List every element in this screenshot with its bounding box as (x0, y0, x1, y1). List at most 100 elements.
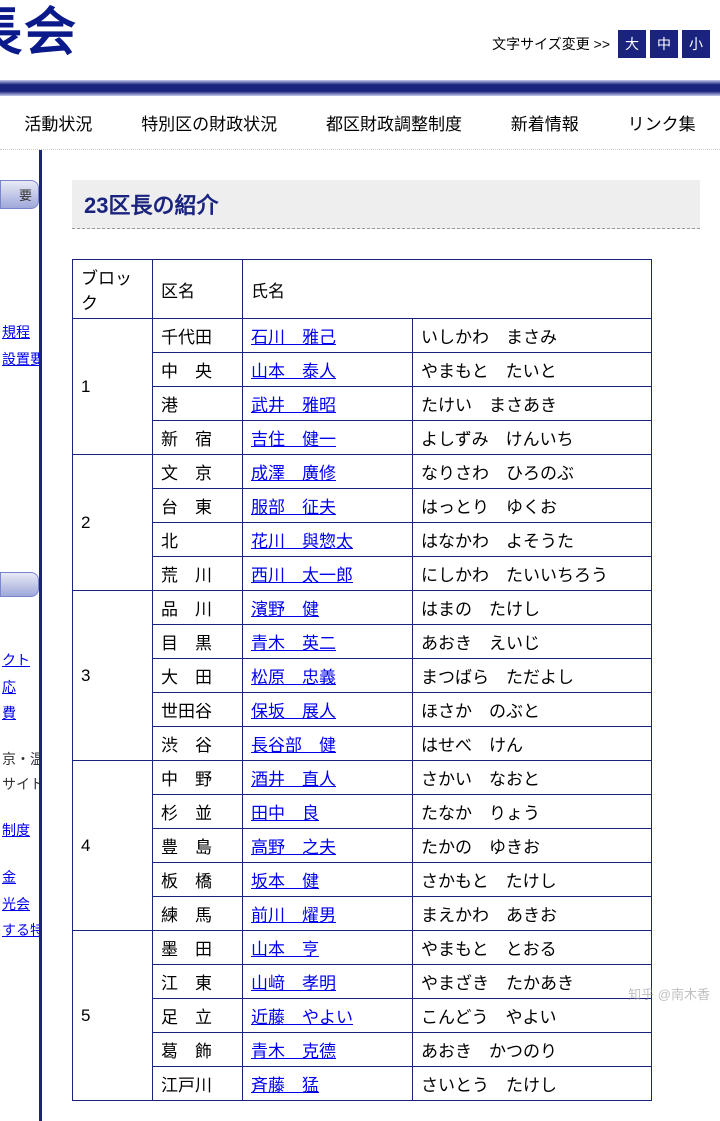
sidebar-text: 京・温 (2, 747, 39, 772)
mayor-name-link[interactable]: 石川 雅己 (251, 328, 336, 347)
ward-cell: 江 東 (153, 965, 243, 999)
sidebar-links-group-4: 金 光会 する特別 (0, 864, 39, 944)
mayor-name-link[interactable]: 近藤 やよい (251, 1008, 353, 1027)
reading-cell: やまざき たかあき (413, 965, 652, 999)
mayor-name-link[interactable]: 田中 良 (251, 804, 319, 823)
table-row: 港武井 雅昭たけい まさあき (73, 387, 652, 421)
nav-item-news[interactable]: 新着情報 (511, 110, 579, 135)
mayor-name-link[interactable]: 吉住 健一 (251, 430, 336, 449)
name-cell: 保坂 展人 (243, 693, 413, 727)
ward-cell: 豊 島 (153, 829, 243, 863)
mayor-name-link[interactable]: 服部 征夫 (251, 498, 336, 517)
nav-item-activity[interactable]: 活動状況 (24, 110, 92, 135)
block-number-cell: 2 (73, 455, 153, 591)
nav-item-links[interactable]: リンク集 (628, 110, 696, 135)
ward-cell: 渋 谷 (153, 727, 243, 761)
mayor-name-link[interactable]: 成澤 廣修 (251, 464, 336, 483)
ward-cell: 北 (153, 523, 243, 557)
ward-cell: 新 宿 (153, 421, 243, 455)
mayor-name-link[interactable]: 西川 太一郎 (251, 566, 353, 585)
name-cell: 坂本 健 (243, 863, 413, 897)
ward-cell: 千代田 (153, 319, 243, 353)
sidebar-link[interactable]: 応 (2, 674, 39, 701)
ward-cell: 中 央 (153, 353, 243, 387)
reading-cell: たなか りょう (413, 795, 652, 829)
sidebar-text: サイト (2, 772, 39, 797)
table-row: 足 立近藤 やよいこんどう やよい (73, 999, 652, 1033)
mayor-name-link[interactable]: 斉藤 猛 (251, 1076, 319, 1095)
reading-cell: はなかわ よそうた (413, 523, 652, 557)
font-size-label: 文字サイズ変更 >> (492, 34, 610, 54)
reading-cell: いしかわ まさみ (413, 319, 652, 353)
reading-cell: はっとり ゆくお (413, 489, 652, 523)
mayor-name-link[interactable]: 青木 克德 (251, 1042, 336, 1061)
name-cell: 青木 英二 (243, 625, 413, 659)
mayor-name-link[interactable]: 保坂 展人 (251, 702, 336, 721)
sidebar-link[interactable]: 規程 (2, 319, 39, 346)
sidebar-link[interactable]: 費 (2, 700, 39, 727)
ward-cell: 台 東 (153, 489, 243, 523)
mayor-name-link[interactable]: 山本 亨 (251, 940, 319, 959)
mayor-name-link[interactable]: 花川 與惣太 (251, 532, 353, 551)
sidebar-link[interactable]: 設置要綱 (2, 346, 39, 373)
sidebar-tab-overview[interactable]: 要 (0, 180, 39, 209)
sidebar-link[interactable]: 光会 (2, 891, 39, 918)
font-size-medium-button[interactable]: 中 (650, 30, 678, 58)
name-cell: 吉住 健一 (243, 421, 413, 455)
sidebar-link[interactable]: 制度 (2, 817, 39, 844)
ward-cell: 中 野 (153, 761, 243, 795)
reading-cell: やまもと とおる (413, 931, 652, 965)
name-cell: 石川 雅己 (243, 319, 413, 353)
mayor-name-link[interactable]: 山﨑 孝明 (251, 974, 336, 993)
table-row: 4中 野酒井 直人さかい なおと (73, 761, 652, 795)
name-cell: 山本 泰人 (243, 353, 413, 387)
ward-cell: 杉 並 (153, 795, 243, 829)
mayor-name-link[interactable]: 高野 之夫 (251, 838, 336, 857)
page-title: 23区長の紹介 (72, 180, 700, 229)
sidebar-link[interactable]: クト (2, 647, 39, 674)
header-name: 氏名 (243, 260, 652, 319)
block-number-cell: 3 (73, 591, 153, 761)
nav-bar: 活動状況 特別区の財政状況 都区財政調整制度 新着情報 リンク集 (0, 96, 720, 150)
name-cell: 長谷部 健 (243, 727, 413, 761)
sidebar-tab-2[interactable] (0, 572, 39, 597)
ward-cell: 品 川 (153, 591, 243, 625)
ward-cell: 目 黒 (153, 625, 243, 659)
reading-cell: あおき かつのり (413, 1033, 652, 1067)
table-row: 渋 谷長谷部 健はせべ けん (73, 727, 652, 761)
name-cell: 山﨑 孝明 (243, 965, 413, 999)
table-row: 杉 並田中 良 たなか りょう (73, 795, 652, 829)
reading-cell: ほさか のぶと (413, 693, 652, 727)
mayors-table: ブロック 区名 氏名 1千代田石川 雅己いしかわ まさみ中 央山本 泰人やまもと… (72, 259, 652, 1101)
mayor-name-link[interactable]: 山本 泰人 (251, 362, 336, 381)
nav-item-adjustment[interactable]: 都区財政調整制度 (326, 110, 462, 135)
sidebar-link[interactable]: 金 (2, 864, 39, 891)
mayor-name-link[interactable]: 青木 英二 (251, 634, 336, 653)
reading-cell: あおき えいじ (413, 625, 652, 659)
mayor-name-link[interactable]: 坂本 健 (251, 872, 319, 891)
mayor-name-link[interactable]: 酒井 直人 (251, 770, 336, 789)
table-row: 練 馬前川 燿男まえかわ あきお (73, 897, 652, 931)
font-size-controls: 文字サイズ変更 >> 大 中 小 (492, 30, 710, 58)
mayor-name-link[interactable]: 濱野 健 (251, 600, 319, 619)
header-ward: 区名 (153, 260, 243, 319)
mayor-name-link[interactable]: 長谷部 健 (251, 736, 336, 755)
block-number-cell: 4 (73, 761, 153, 931)
table-row: 豊 島高野 之夫たかの ゆきお (73, 829, 652, 863)
mayor-name-link[interactable]: 松原 忠義 (251, 668, 336, 687)
mayor-name-link[interactable]: 前川 燿男 (251, 906, 336, 925)
reading-cell: こんどう やよい (413, 999, 652, 1033)
font-size-small-button[interactable]: 小 (682, 30, 710, 58)
name-cell: 花川 與惣太 (243, 523, 413, 557)
main-content: 23区長の紹介 ブロック 区名 氏名 1千代田石川 雅己いしかわ まさみ中 央山… (42, 150, 720, 1121)
mayor-name-link[interactable]: 武井 雅昭 (251, 396, 336, 415)
reading-cell: さいとう たけし (413, 1067, 652, 1101)
sidebar-link[interactable]: する特別 (2, 917, 39, 944)
reading-cell: まつばら ただよし (413, 659, 652, 693)
ward-cell: 世田谷 (153, 693, 243, 727)
table-row: 2文 京成澤 廣修なりさわ ひろのぶ (73, 455, 652, 489)
nav-item-finance[interactable]: 特別区の財政状況 (141, 110, 277, 135)
font-size-large-button[interactable]: 大 (618, 30, 646, 58)
ward-cell: 荒 川 (153, 557, 243, 591)
reading-cell: よしずみ けんいち (413, 421, 652, 455)
